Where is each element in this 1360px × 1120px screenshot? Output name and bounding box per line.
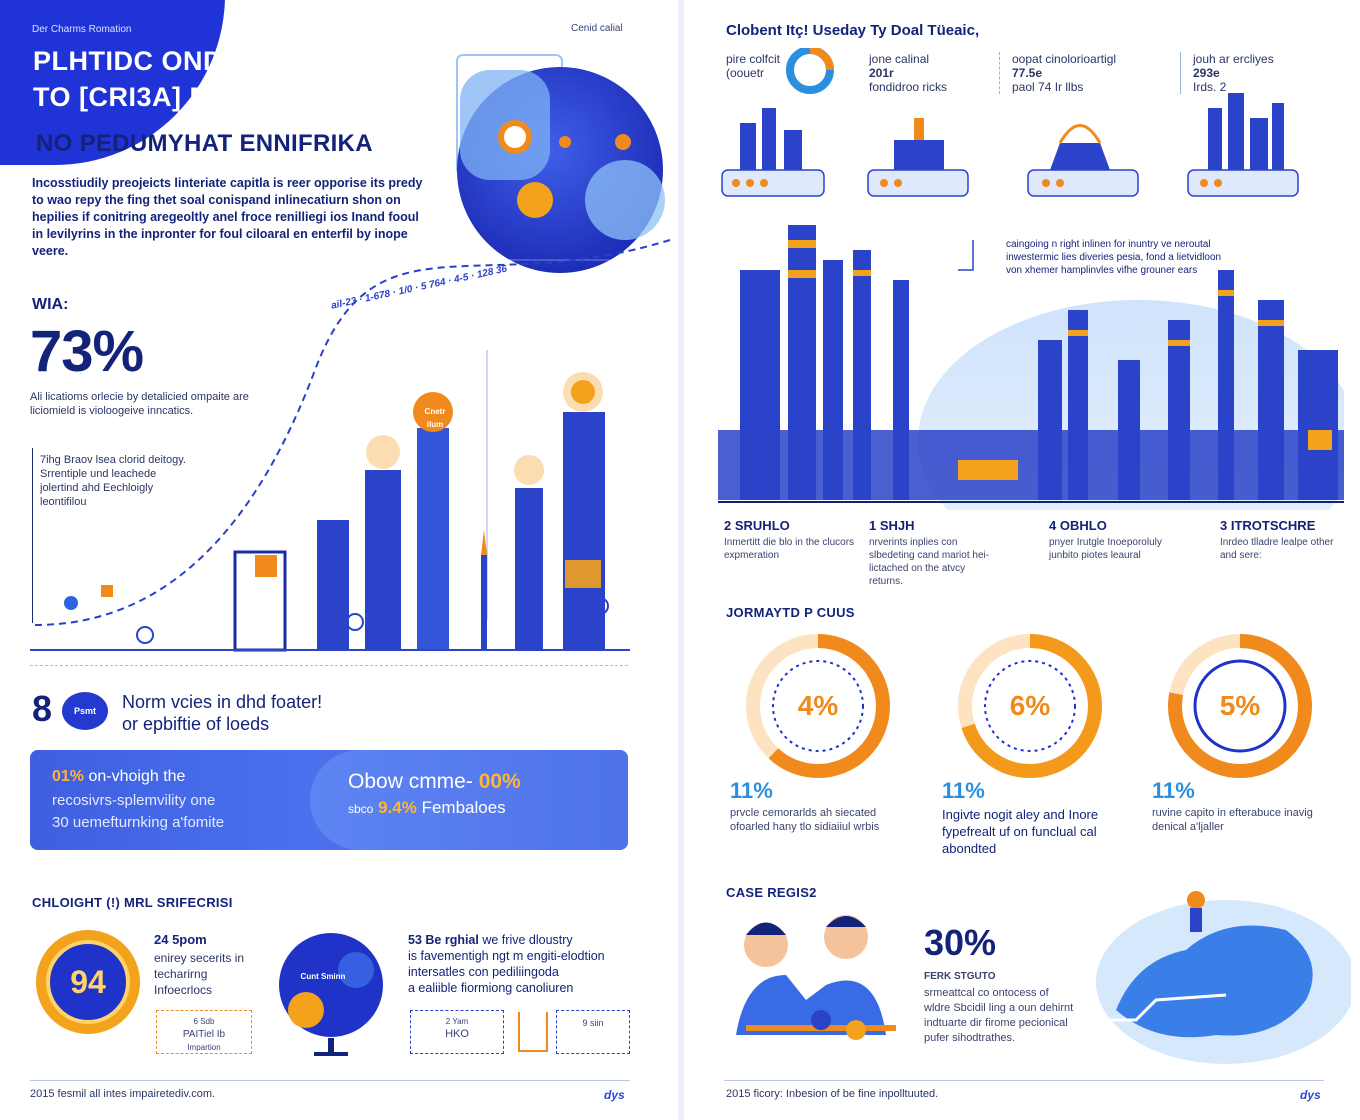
handshake-illustration [736, 915, 896, 1040]
subhead: NO PEDUMYHAT ENNIFRIKA [36, 130, 373, 157]
donut-section-title: JORMAYTD P CUUS [726, 605, 855, 620]
banner-right-line-2: sbco 9.4% Fembaloes [348, 798, 506, 817]
small-box-1: 6 Sdb PAITiel Ib Impartion [156, 1010, 252, 1054]
footer-brand: dys [604, 1088, 625, 1102]
donut-2 [958, 634, 1102, 778]
donut-1-pct: 4% [797, 690, 839, 721]
headline-line-2: TO [CRI3A] EB [33, 82, 229, 112]
footer-text: 2015 ficory: Inbesion of be fine inpollt… [726, 1088, 939, 1100]
stat-label: WIA: [32, 296, 69, 313]
bottom-stat-text-2: or epbiftie of loeds [122, 714, 270, 734]
spotlight-section-title: CHLOIGHT (!) MRL SRIFECRISI [32, 895, 233, 910]
case-section-title: CASE REGIS2 [726, 885, 817, 900]
small-box-2: 2 Yam HKO [410, 1010, 504, 1054]
globe-illustration [279, 933, 383, 1056]
skyline-callout: caingoing n right inlinen for inuntry ve… [1006, 239, 1222, 276]
top-stat-3: oopat cinolorioartigl 77.5e paol 74 Ir l… [999, 52, 1159, 94]
donut-2-text: Ingivte nogit aley and Inore fypefrealt … [942, 807, 1099, 856]
small-box-3: 9 siin [556, 1010, 630, 1054]
stat-description: Ali licatioms orlecie by detalicied ompa… [30, 391, 249, 417]
donut-1 [746, 634, 890, 778]
step-4: 3 ITROTSCHRE Inrdeo tlladre lealpe other… [1220, 518, 1334, 561]
footer-rule [30, 1080, 630, 1081]
globe-label: Cunt Sminn [300, 972, 346, 981]
footer-rule [724, 1080, 1324, 1081]
case-pct: 30% [924, 922, 997, 963]
intro-paragraph: Incosstiudily preojeicts linteriate capi… [32, 176, 423, 258]
banner-line-1: 01% on-vhoigh the [52, 768, 186, 785]
right-page-title: Clobent Itç! Useday Ty Doal Tüeaic, [726, 22, 980, 39]
spotlight-text: enirey secerits in techarirng Infoecrloc… [154, 951, 245, 997]
top-stat-2: jone calinal 201r fondidroo ricks [869, 52, 948, 94]
bottom-stat-badge: Psmt [73, 706, 96, 716]
kicker: Der Charms Romation [32, 24, 132, 35]
top-stat-4: jouh ar ercliyes 293e Irds. 2 [1180, 52, 1330, 94]
spotlight-head: 24 5pom [154, 932, 207, 947]
highlight-banner: 01% on-vhoigh the recosivrs-splemvility … [30, 750, 628, 850]
banner-right-line-1: Obow cmme- 00% [348, 770, 521, 793]
bottom-stat-number: 8 [32, 688, 53, 729]
case-sub: FERK STGUTO [924, 971, 996, 982]
donut-2-pct: 6% [1009, 690, 1051, 721]
headline-line-1: PLHTIDC OND [33, 46, 223, 76]
corner-note: Cenid calial [571, 23, 623, 34]
hero-globe-illustration [456, 54, 665, 273]
step-2: 1 SHJH nrverints inplies con slbedeting … [869, 518, 990, 587]
donut-1-text: prvcle cemorarlds ah siecated ofoarled h… [730, 807, 880, 833]
axis-line [32, 448, 33, 623]
footer-text: 2015 fesmil all intes impairetediv.com. [30, 1088, 216, 1100]
top-machines-illustration [721, 48, 1299, 197]
step-3: 4 OBHLO pnyer Irutgle Inoeporoluly junbi… [1049, 518, 1162, 561]
top-stat-1: pire colfcit (oouetr [726, 52, 781, 80]
donut-card-2: 6% 11% Ingivte nogit aley and Inore fype… [940, 630, 1110, 860]
donut-1-sub-pct: 11% [730, 778, 773, 803]
stat-value: 73% [30, 319, 144, 384]
footer-brand: dys [1300, 1088, 1321, 1102]
growth-curve-illustration [30, 239, 671, 652]
feature-text: 53 Be rghial we frive dloustry is faveme… [408, 933, 605, 995]
score-badge-number: 94 [70, 964, 106, 1000]
donut-card-1: 4% 11% prvcle cemorarlds ah siecated ofo… [728, 630, 898, 860]
donut-3 [1168, 634, 1312, 778]
divider [30, 665, 628, 666]
orb-label: Cnetr ilum [424, 407, 446, 429]
badge-icon [62, 692, 108, 730]
step-1: 2 SRUHLO Inmertitt die blo in the clucor… [724, 518, 855, 561]
donut-card-3: 5% 11% ruvine capito in efterabuce inavi… [1150, 630, 1320, 860]
bottom-stat-text-1: Norm vcies in dhd foater! [122, 692, 323, 712]
donut-2-sub-pct: 11% [942, 778, 985, 803]
banner-pct: 01% [52, 768, 85, 785]
donut-3-sub-pct: 11% [1152, 778, 1195, 803]
donut-3-text: ruvine capito in efterabuce inavig denic… [1152, 807, 1313, 833]
map-illustration [1076, 891, 1351, 1064]
case-text: srmeattcal co ontocess of wldre Sbcidil … [924, 987, 1074, 1044]
industrial-skyline-illustration [718, 225, 1344, 510]
donut-3-pct: 5% [1219, 690, 1261, 721]
cup-icon [518, 1012, 548, 1052]
banner-line-3: 30 uemefturnking a'fomite [52, 814, 225, 831]
right-page: Clobent Itç! Useday Ty Doal Tüeaic, pire… [684, 0, 1360, 1120]
left-page: Der Charms Romation PLHTIDC OND TO [CRI3… [0, 0, 678, 1120]
banner-line-2: recosivrs-splemvility one [52, 792, 216, 809]
stat-description-2: 7ihg Braov lsea clorid deitogy. Srrentip… [40, 454, 186, 508]
